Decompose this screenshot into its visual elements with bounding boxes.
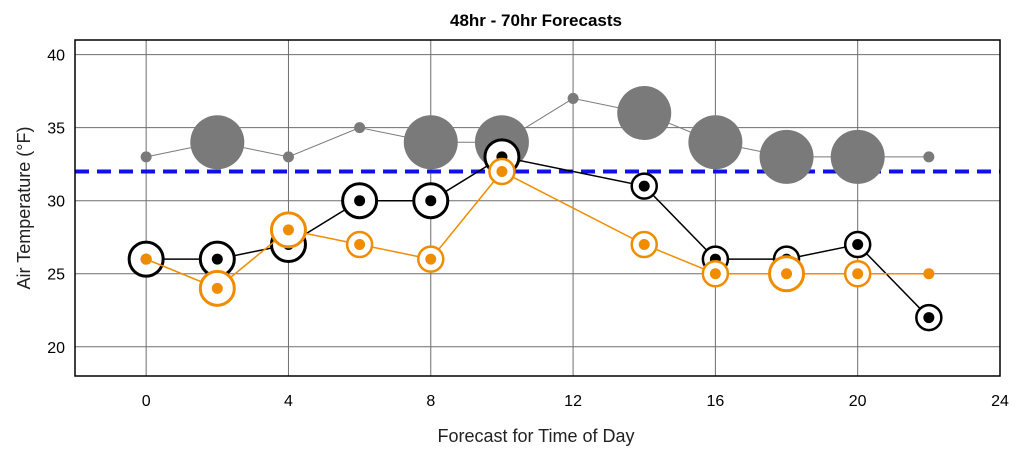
data-point-large (759, 129, 814, 184)
data-point-large (830, 129, 885, 184)
data-point (425, 195, 437, 207)
data-point-large (617, 86, 672, 141)
data-point (923, 312, 935, 324)
data-point (852, 268, 864, 280)
series-black (127, 138, 943, 332)
tick-labels: 0 4 8 12 16 20 24 20 25 30 35 40 (47, 48, 1009, 410)
x-tick-label: 8 (426, 393, 435, 410)
series-line-orange (145, 170, 929, 290)
grid (75, 40, 1001, 376)
data-point (496, 165, 508, 177)
data-point (211, 253, 223, 265)
series-orange (140, 157, 935, 307)
x-axis-label: Forecast for Time of Day (437, 426, 634, 446)
data-point (140, 151, 152, 163)
series-gray (140, 86, 935, 184)
series-line-black (146, 156, 930, 319)
x-tick-label: 4 (284, 393, 293, 410)
y-tick-label: 30 (47, 194, 65, 211)
y-tick-label: 20 (47, 340, 65, 357)
y-tick-label: 40 (47, 48, 65, 65)
data-point (354, 239, 366, 251)
data-point (282, 224, 294, 236)
data-point (354, 195, 366, 207)
y-axis-label: Air Temperature (°F) (14, 127, 34, 290)
plot-frame (74, 39, 1001, 377)
data-point (638, 180, 650, 192)
data-point (638, 239, 650, 251)
data-point (852, 239, 864, 251)
x-tick-label: 0 (142, 393, 151, 410)
data-point-large (403, 115, 458, 170)
x-tick-label: 16 (706, 393, 724, 410)
data-point (567, 92, 579, 104)
data-point (425, 253, 437, 265)
data-point (923, 268, 935, 280)
x-tick-label: 24 (991, 393, 1009, 410)
data-point (923, 151, 935, 163)
data-point (354, 122, 366, 134)
data-point (282, 151, 294, 163)
data-point (781, 268, 793, 280)
data-point (211, 282, 223, 294)
chart-title: 48hr - 70hr Forecasts (450, 11, 622, 30)
x-tick-label: 12 (564, 393, 582, 410)
data-point-large (688, 115, 743, 170)
data-point (709, 268, 721, 280)
y-tick-label: 25 (47, 267, 65, 284)
series-layer (127, 86, 943, 332)
y-tick-label: 35 (47, 121, 65, 138)
data-point (140, 253, 152, 265)
x-tick-label: 20 (849, 393, 867, 410)
data-point-large (190, 115, 245, 170)
